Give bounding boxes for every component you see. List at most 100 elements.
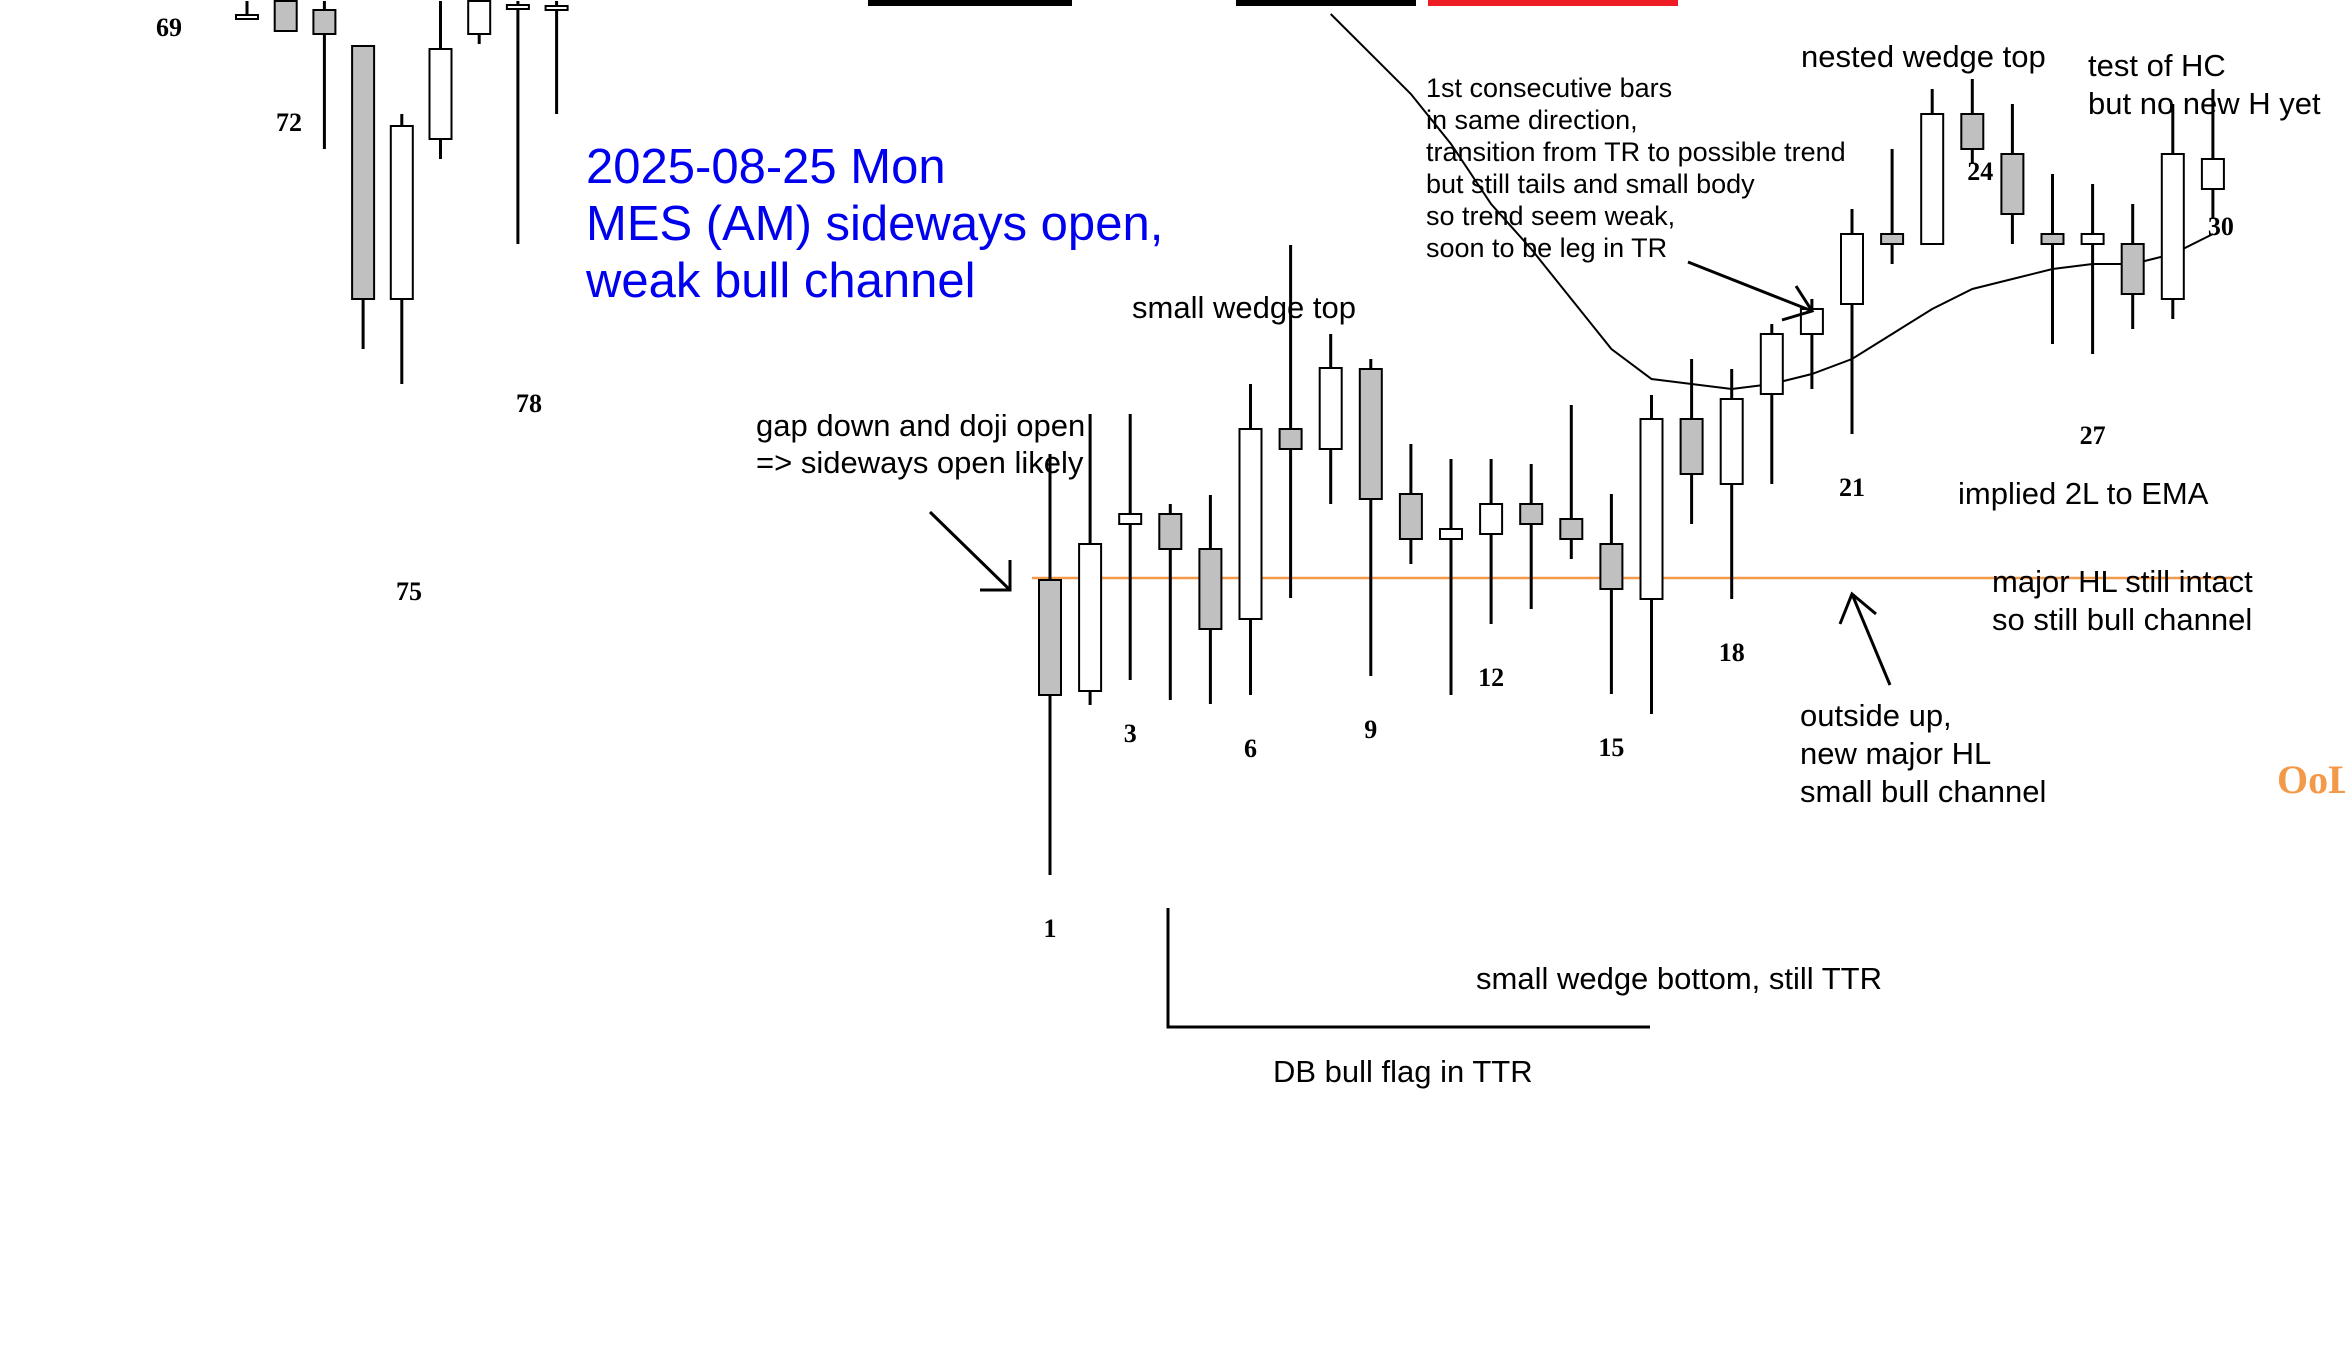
candle-body <box>2160 153 2185 300</box>
candle-body <box>1719 398 1744 485</box>
candle-bar-3 <box>1118 414 1143 680</box>
candle-body <box>544 5 569 11</box>
candle-bar-23 <box>1920 89 1945 245</box>
annotation-major-hl: major HL still intact so still bull chan… <box>1992 564 2253 637</box>
candle-bar-28 <box>2120 204 2145 329</box>
bar-number: 72 <box>276 108 302 137</box>
candle-body <box>467 0 492 35</box>
candle-body <box>2040 233 2065 245</box>
candle-body <box>389 125 414 300</box>
annotation-text: so still bull channel <box>1992 602 2252 637</box>
candle-bar-20 <box>1799 299 1824 389</box>
candle-bar-1 <box>1038 454 1062 875</box>
annotation-implied-2l: implied 2L to EMA <box>1958 476 2209 511</box>
candle-body <box>1238 428 1263 620</box>
arrow-head <box>1838 591 1877 625</box>
bar-number: 27 <box>2080 421 2106 450</box>
annotation-db-bull-flag: DB bull flag in TTR <box>1166 908 1650 1089</box>
candle-body <box>351 45 376 300</box>
candle-body <box>1880 233 1905 245</box>
candle-body <box>312 9 337 35</box>
annotation-text: DB bull flag in TTR <box>1273 1054 1533 1089</box>
annotation-small-wedge-bottom: small wedge bottom, still TTR <box>1476 961 1882 996</box>
arrow-head <box>1781 285 1815 322</box>
bar-number: 6 <box>1244 734 1257 763</box>
candle-bar-74 <box>505 0 530 244</box>
annotation-text: small bull channel <box>1800 774 2046 809</box>
chart-title-line: MES (AM) sideways open, <box>586 197 1163 251</box>
annotation-text: outside up, <box>1800 698 1952 733</box>
candle-body <box>1358 368 1383 500</box>
annotation-text: test of HC <box>2088 48 2226 83</box>
candle-bar-22 <box>1880 149 1905 264</box>
candle-body <box>2200 158 2225 190</box>
candle-body <box>1078 543 1103 692</box>
candle-bar-6 <box>1238 384 1263 695</box>
candle-bar-26 <box>2040 174 2065 344</box>
bar-number: 15 <box>1598 733 1624 762</box>
candle-bar-2 <box>1078 414 1103 705</box>
annotation-text: but still tails and small body <box>1426 169 1755 199</box>
candle-body <box>1840 233 1864 305</box>
level-label: OoL <box>2277 757 2345 802</box>
bar-number: 9 <box>1364 715 1377 744</box>
candle-bar-27 <box>2080 184 2105 354</box>
candle-bar-12 <box>1479 459 1504 624</box>
annotation-text: small wedge top <box>1132 290 1356 325</box>
candle-bar-71 <box>389 114 414 384</box>
candle-bar-25 <box>2000 104 2025 244</box>
annotation-text: but no new H yet <box>2088 86 2321 121</box>
annotation-small-wedge-top: small wedge top <box>1132 290 1356 325</box>
candle-body <box>1599 543 1624 590</box>
bar-number: 3 <box>1124 719 1137 748</box>
annotation-text: gap down and doji open <box>756 408 1085 443</box>
candle-body <box>1038 579 1062 696</box>
candle-bar-72 <box>428 0 453 159</box>
candle-body <box>1158 513 1183 550</box>
bar-number: 69 <box>156 13 182 42</box>
annotation-text: small wedge bottom, still TTR <box>1476 961 1882 996</box>
candle-body <box>428 48 453 140</box>
ema-line <box>1329 13 2214 391</box>
candle-bar-14 <box>1559 405 1584 559</box>
candle-bar-73 <box>467 0 492 44</box>
candle-bar-24 <box>1960 79 1985 164</box>
candle-bar-16 <box>1639 395 1664 714</box>
bar-number: 75 <box>396 577 422 606</box>
candle-bar-69 <box>312 0 337 149</box>
candle-bar-75 <box>544 0 569 114</box>
bar-number: 30 <box>2208 212 2234 241</box>
candle-body <box>1479 503 1504 535</box>
arrow-line <box>1850 593 1892 686</box>
candle-bar-68 <box>273 0 298 32</box>
candle-layer <box>235 0 2225 875</box>
bar-number: 12 <box>1478 663 1504 692</box>
candle-bar-21 <box>1840 209 1864 434</box>
candle-bar-29 <box>2160 104 2185 319</box>
annotation-text: implied 2L to EMA <box>1958 476 2209 511</box>
candle-body <box>1519 503 1544 525</box>
candle-body <box>1398 493 1423 540</box>
header-bar-left <box>868 0 1072 6</box>
candle-bar-15 <box>1599 494 1624 694</box>
candle-bar-67 <box>235 0 259 20</box>
candle-body <box>1679 418 1704 475</box>
candle-body <box>235 14 259 20</box>
candle-bar-11 <box>1439 459 1463 695</box>
candle-bar-18 <box>1719 369 1744 599</box>
bar-number: 21 <box>1839 473 1865 502</box>
annotation-text: nested wedge top <box>1801 39 2046 74</box>
candle-body <box>2000 153 2025 215</box>
bar-number: 1 <box>1044 914 1057 943</box>
candle-bar-9 <box>1358 359 1383 676</box>
arrow-line <box>1687 260 1813 313</box>
annotation-text: in same direction, <box>1426 105 1638 135</box>
annotation-gap-down: gap down and doji open => sideways open … <box>756 408 1085 592</box>
chart-title: 2025-08-25 Mon MES (AM) sideways open, wea… <box>585 140 1163 308</box>
arrow-line <box>928 510 1012 592</box>
annotation-text: so trend seem weak, <box>1426 201 1675 231</box>
candle-body <box>1198 548 1223 630</box>
chart-title-line: weak bull channel <box>585 254 976 308</box>
candle-bar-17 <box>1679 359 1704 524</box>
